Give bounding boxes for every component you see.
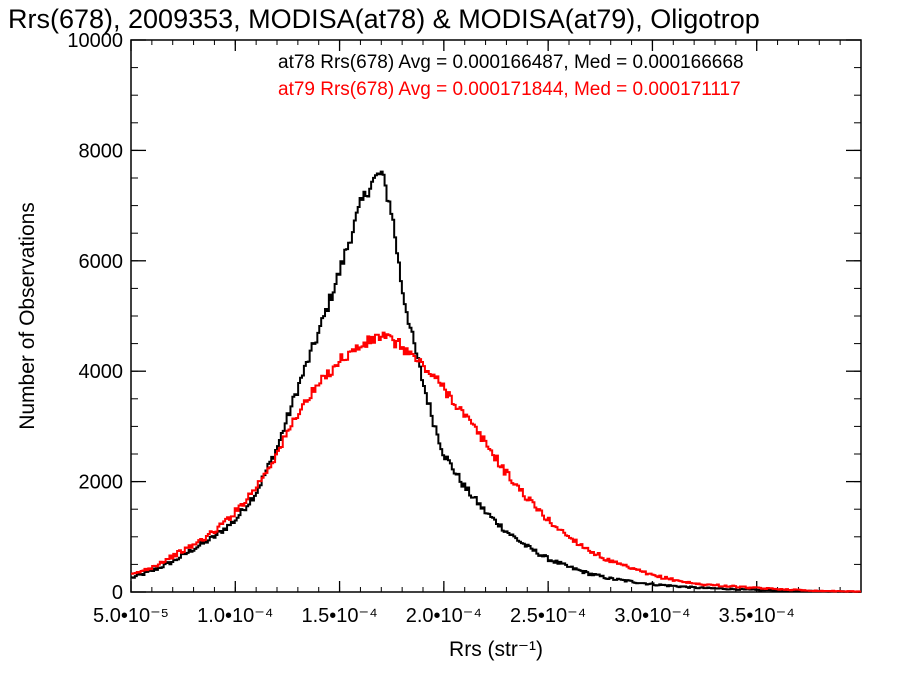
y-tick-label: 4000 — [79, 361, 124, 383]
series-layer — [131, 170, 861, 593]
x-tick-label: 2.0•10⁻⁴ — [406, 605, 482, 627]
y-tick-label: 10000 — [67, 30, 123, 52]
x-axis-label: Rrs (str⁻¹) — [449, 638, 543, 661]
chart-title: Rrs(678), 2009353, MODISA(at78) & MODISA… — [8, 4, 760, 34]
series-line-at78 — [131, 170, 861, 593]
x-tick-label: 1.0•10⁻⁴ — [197, 605, 273, 627]
x-axis-ticks: 5.0•10⁻⁵ 1.0•10⁻⁴ 1.5•10⁻⁴ 2.0•10⁻⁴ 2.5•10⁻⁴… — [93, 40, 862, 627]
series-line-at79 — [131, 331, 861, 593]
x-tick-label: 5.0•10⁻⁵ — [93, 605, 169, 627]
y-tick-label: 2000 — [79, 472, 124, 494]
x-tick-label: 2.5•10⁻⁴ — [510, 605, 586, 627]
legend-entry-at79: at79 Rrs(678) Avg = 0.000171844, Med = 0… — [278, 79, 741, 100]
y-tick-label: 0 — [112, 582, 123, 604]
y-axis-label: Number of Observations — [16, 202, 39, 430]
legend: at78 Rrs(678) Avg = 0.000166487, Med = 0… — [278, 52, 744, 100]
y-tick-label: 8000 — [79, 140, 124, 162]
x-tick-label: 3.0•10⁻⁴ — [614, 605, 690, 627]
x-tick-label: 3.5•10⁻⁴ — [719, 605, 795, 627]
y-axis-ticks: 0 2000 4000 6000 8000 10000 — [67, 30, 861, 604]
y-tick-label: 6000 — [79, 251, 124, 273]
x-tick-label: 1.5•10⁻⁴ — [301, 605, 377, 627]
legend-entry-at78: at78 Rrs(678) Avg = 0.000166487, Med = 0… — [278, 52, 744, 73]
